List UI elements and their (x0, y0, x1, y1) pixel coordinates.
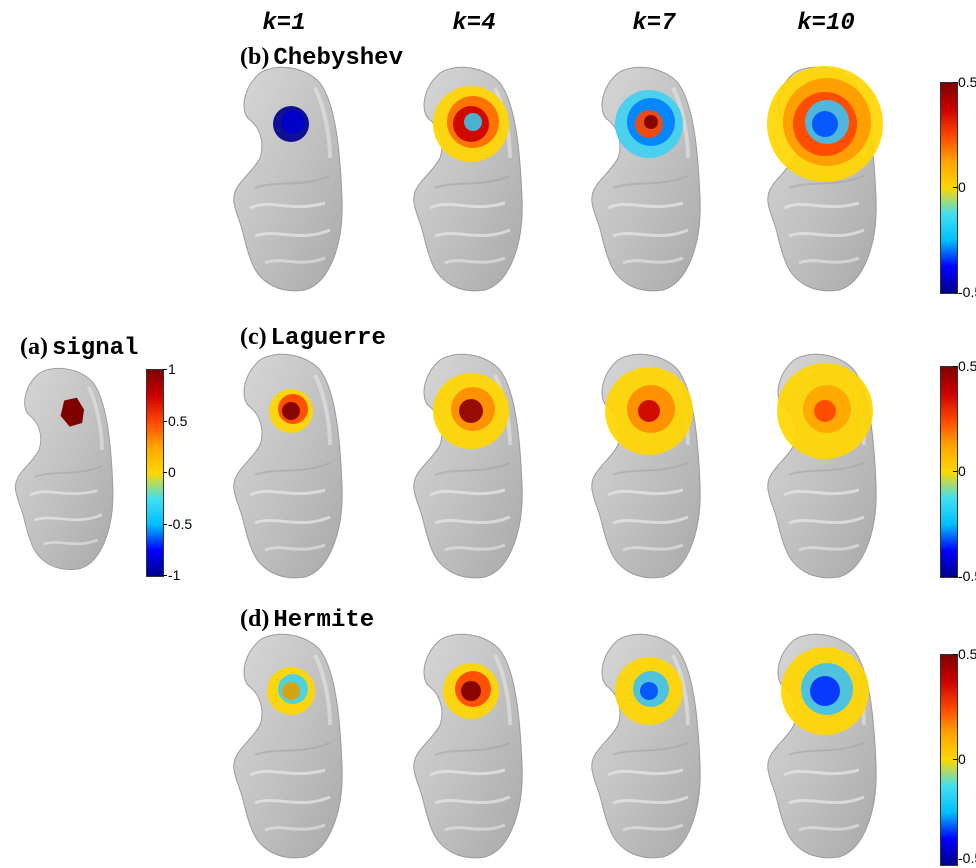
panel-name-a: signal (51, 335, 139, 362)
surface-d-k1 (231, 632, 345, 860)
surface-d-k1-activation-ring (282, 682, 300, 700)
surface-d-k7-activation-ring (640, 682, 658, 700)
panel-title-d: (d) Hermite (240, 606, 374, 634)
panel-name-d: Hermite (273, 607, 375, 634)
colorbar-signal-tick: 0 (163, 464, 176, 480)
colorbar-signal-tick: -0.5 (162, 516, 193, 532)
colorbar-hermite-tick: 0.5 (952, 646, 976, 662)
surface-b-k1-activation-ring (281, 110, 305, 134)
panel-letter-c: (c) (240, 324, 267, 350)
surface-b-k1 (231, 65, 345, 293)
surface-b-k4 (411, 65, 525, 293)
colorbar-laguerre-tick: 0.5 (952, 358, 976, 374)
signal-patch (60, 397, 84, 427)
colorbar-laguerre-tick: -0.5 (952, 568, 976, 584)
surface-c-k1 (231, 352, 345, 580)
surface-d-k4 (411, 632, 525, 860)
colorbar-hermite-tick: 0 (953, 751, 966, 767)
surface-c-k7 (589, 352, 703, 580)
surface-c-k7-activation-ring (638, 400, 660, 422)
panel-name-b: Chebyshev (273, 45, 403, 72)
column-label-k10: k=10 (797, 10, 855, 37)
colorbar-laguerre-tick: 0 (953, 463, 966, 479)
colorbar-signal-tick: 1 (163, 361, 176, 377)
panel-title-c: (c) Laguerre (240, 324, 386, 352)
surface-b-k7 (589, 65, 703, 293)
surface-c-k10-activation-ring (814, 400, 836, 422)
surface-b-k4-activation-ring (464, 113, 482, 131)
panel-name-c: Laguerre (270, 325, 386, 352)
panel-title-b: (b) Chebyshev (240, 44, 403, 72)
surface-b-k10 (765, 65, 883, 293)
colorbar-chebyshev-tick: -0.5 (952, 284, 976, 300)
column-label-k1: k=1 (262, 10, 306, 37)
colorbar-signal-tick: -1 (162, 567, 181, 583)
surface-d-k10-activation-ring (810, 676, 840, 706)
surface-d-k7 (589, 632, 703, 860)
colorbar-hermite-tick: -0.5 (952, 850, 976, 866)
surface-c-k4-activation-ring (459, 399, 483, 423)
panel-letter-d: (d) (240, 606, 270, 632)
panel-title-a: (a) signal (20, 334, 138, 362)
surface-c-k1-activation-ring (282, 402, 300, 420)
column-label-k4: k=4 (452, 10, 496, 37)
colorbar-chebyshev-tick: 0.5 (952, 74, 976, 90)
panel-letter-b: (b) (240, 44, 270, 70)
surface-c-k4 (411, 352, 525, 580)
surface-signal (13, 366, 115, 572)
colorbar-chebyshev (940, 82, 958, 294)
colorbar-laguerre (940, 366, 958, 578)
surface-c-k10 (765, 352, 879, 580)
column-label-k7: k=7 (632, 10, 676, 37)
surface-b-k10-activation-ring (812, 111, 838, 137)
colorbar-signal (146, 369, 164, 577)
colorbar-signal-tick: 0.5 (162, 413, 188, 429)
colorbar-hermite (940, 654, 958, 866)
panel-letter-a: (a) (20, 334, 48, 360)
colorbar-chebyshev-tick: 0 (953, 179, 966, 195)
surface-d-k10 (765, 632, 879, 860)
surface-b-k7-activation-ring (644, 115, 658, 129)
surface-d-k4-activation-ring (461, 681, 481, 701)
